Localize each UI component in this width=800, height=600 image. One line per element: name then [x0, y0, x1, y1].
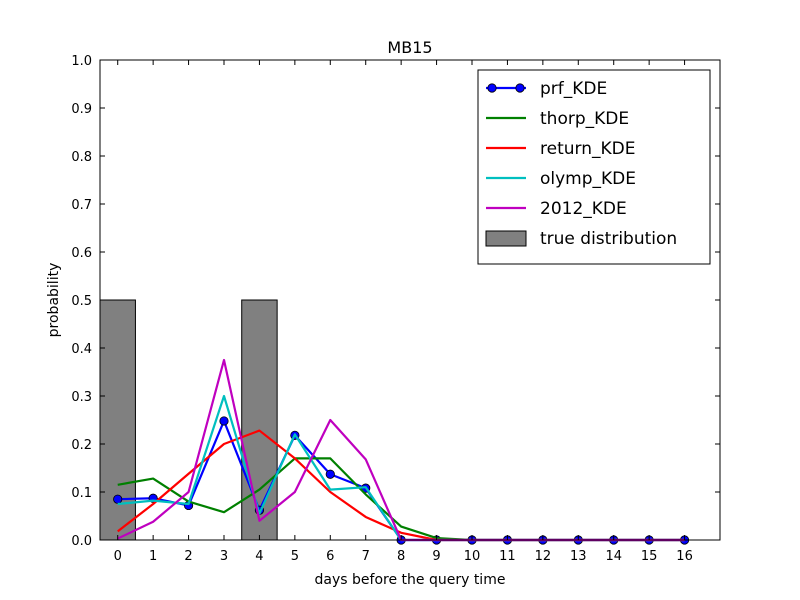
y-tick-label-9: 0.9 — [71, 102, 92, 117]
x-tick-label-1: 1 — [149, 549, 157, 564]
series-point-prf-kde-0 — [113, 494, 123, 504]
x-tick-label-13: 13 — [570, 549, 587, 564]
x-tick-label-0: 0 — [114, 549, 122, 564]
y-tick-label-0: 0.0 — [71, 534, 92, 549]
y-tick-label-4: 0.4 — [71, 342, 92, 357]
y-axis-label: probability — [46, 263, 62, 338]
x-tick-label-2: 2 — [184, 549, 192, 564]
x-tick-label-8: 8 — [397, 549, 405, 564]
x-tick-label-9: 9 — [432, 549, 440, 564]
legend-label-2012-kde: 2012_KDE — [540, 199, 627, 219]
series-point-prf-kde-3 — [219, 416, 229, 426]
legend-label-prf-kde: prf_KDE — [540, 79, 607, 99]
x-tick-label-6: 6 — [326, 549, 334, 564]
y-tick-label-6: 0.6 — [71, 246, 92, 261]
x-tick-label-10: 10 — [464, 549, 481, 564]
y-tick-label-10: 1.0 — [71, 54, 92, 69]
y-tick-label-7: 0.7 — [71, 198, 92, 213]
chart-title: MB15 — [387, 38, 432, 57]
x-tick-label-16: 16 — [676, 549, 693, 564]
x-axis-label: days before the query time — [315, 572, 506, 588]
x-tick-label-12: 12 — [535, 549, 552, 564]
y-tick-label-2: 0.2 — [71, 438, 92, 453]
legend-label-true-distribution: true distribution — [540, 229, 677, 249]
y-tick-label-1: 0.1 — [71, 486, 92, 501]
legend-label-thorp-kde: thorp_KDE — [540, 109, 629, 129]
legend-swatch-true-distribution — [485, 230, 527, 247]
y-tick-label-8: 0.8 — [71, 150, 92, 165]
legend-label-return-kde: return_KDE — [540, 139, 635, 159]
y-tick-label-3: 0.3 — [71, 390, 92, 405]
x-tick-label-4: 4 — [255, 549, 263, 564]
legend-marker-prf-kde-b — [515, 83, 525, 93]
x-tick-label-14: 14 — [605, 549, 622, 564]
legend-marker-prf-kde-a — [487, 83, 497, 93]
ticks-layer: 0.00.10.20.30.40.50.60.70.80.91.00 1 2 3 4 5 6… — [71, 54, 720, 564]
x-tick-label-3: 3 — [220, 549, 228, 564]
x-tick-label-15: 15 — [641, 549, 658, 564]
bars-layer — [99, 299, 278, 541]
series-point-prf-kde-6 — [325, 469, 335, 479]
legend: prf_KDE thorp_KDE return_KDE olymp_KDE 2012_… — [477, 69, 711, 265]
x-tick-label-7: 7 — [362, 549, 370, 564]
bar-true-distribution-4 — [241, 299, 278, 541]
x-tick-label-11: 11 — [499, 549, 516, 564]
y-tick-label-5: 0.5 — [71, 294, 92, 309]
legend-label-olymp-kde: olymp_KDE — [540, 169, 636, 189]
x-tick-label-5: 5 — [291, 549, 299, 564]
